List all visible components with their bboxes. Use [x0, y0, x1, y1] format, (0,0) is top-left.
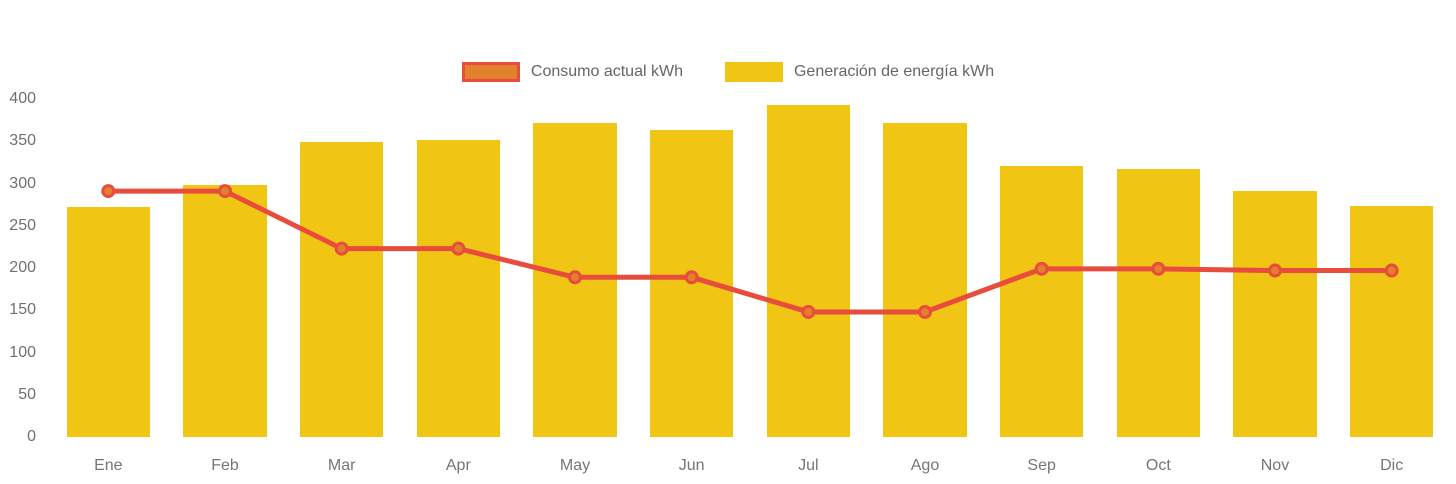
- consumption-point-Ene[interactable]: [101, 184, 116, 199]
- generation-bar-Ene[interactable]: [66, 207, 150, 437]
- y-tick-350: 350: [9, 132, 36, 150]
- y-tick-250: 250: [9, 216, 36, 234]
- generation-bar-Feb[interactable]: [183, 185, 267, 437]
- plot-area: [50, 99, 1450, 437]
- x-tick-Feb: Feb: [211, 457, 239, 474]
- generation-bar-Sep[interactable]: [1000, 165, 1084, 437]
- generation-bar-Dic[interactable]: [1350, 206, 1434, 437]
- generacion-swatch-icon: [724, 62, 783, 82]
- x-tick-Apr: Apr: [445, 457, 471, 474]
- x-tick-Mar: Mar: [327, 457, 356, 474]
- y-tick-400: 400: [9, 90, 36, 107]
- x-tick-Ene: Ene: [94, 457, 123, 474]
- y-tick-50: 50: [18, 385, 36, 403]
- consumption-point-Jun[interactable]: [684, 270, 699, 285]
- consumption-point-Feb[interactable]: [218, 184, 232, 199]
- legend-item-consumo[interactable]: Consumo actual kWh: [461, 62, 683, 82]
- x-tick-May: May: [559, 457, 591, 474]
- x-tick-Ago: Ago: [910, 457, 940, 474]
- generation-bar-Nov[interactable]: [1233, 191, 1317, 437]
- consumption-point-Apr[interactable]: [451, 241, 466, 256]
- chart-legend: Consumo actual kWh Generación de energía…: [0, 62, 1456, 82]
- x-tick-Oct: Oct: [1145, 457, 1171, 474]
- generation-bar-Oct[interactable]: [1116, 169, 1200, 437]
- generation-bar-Mar[interactable]: [300, 142, 384, 437]
- x-tick-Nov: Nov: [1260, 457, 1290, 474]
- consumption-line: [101, 184, 1399, 319]
- consumo-swatch-icon: [461, 62, 520, 82]
- consumption-point-May[interactable]: [568, 270, 582, 285]
- y-tick-100: 100: [9, 343, 36, 361]
- consumption-point-Jul[interactable]: [801, 304, 816, 319]
- consumption-point-Dic[interactable]: [1384, 263, 1399, 278]
- consumption-point-Mar[interactable]: [334, 241, 349, 256]
- consumption-point-Oct[interactable]: [1151, 261, 1166, 276]
- generation-bar-Jul[interactable]: [766, 104, 850, 437]
- y-tick-200: 200: [9, 259, 36, 276]
- x-tick-Sep: Sep: [1027, 457, 1056, 474]
- x-tick-Jul: Jul: [798, 457, 819, 474]
- y-tick-0: 0: [27, 428, 36, 445]
- legend-label-consumo: Consumo actual kWh: [530, 63, 683, 80]
- consumption-point-Sep[interactable]: [1034, 261, 1049, 276]
- legend-item-generacion[interactable]: Generación de energía kWh: [724, 62, 995, 82]
- y-tick-150: 150: [9, 301, 36, 319]
- consumption-point-Nov[interactable]: [1268, 263, 1282, 278]
- y-tick-300: 300: [9, 174, 36, 192]
- x-tick-Jun: Jun: [678, 457, 705, 474]
- consumption-point-Ago[interactable]: [918, 304, 932, 319]
- generation-bar-Apr[interactable]: [416, 140, 500, 437]
- x-tick-Dic: Dic: [1380, 457, 1404, 474]
- generation-bar-Ago[interactable]: [883, 122, 967, 437]
- legend-label-generacion: Generación de energía kWh: [793, 63, 995, 80]
